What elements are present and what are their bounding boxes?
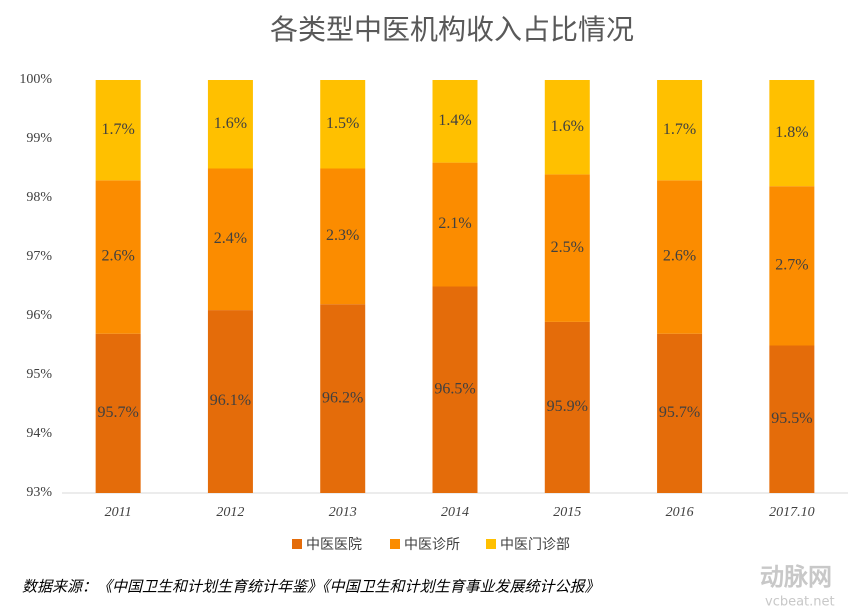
bar-segment bbox=[207, 310, 253, 493]
data-label: 1.7% bbox=[663, 121, 696, 138]
x-tick-label: 2012 bbox=[216, 505, 244, 520]
bar-segment bbox=[207, 168, 253, 311]
data-label: 1.8% bbox=[775, 124, 808, 141]
bar-segment bbox=[95, 80, 141, 181]
bar-segment bbox=[432, 162, 478, 287]
bar-segment bbox=[432, 80, 478, 163]
y-tick-label: 96% bbox=[26, 308, 52, 323]
data-label: 2.3% bbox=[326, 227, 359, 244]
data-label: 95.5% bbox=[771, 410, 812, 427]
y-tick-label: 99% bbox=[26, 131, 52, 146]
data-label: 1.6% bbox=[214, 115, 247, 132]
data-label: 2.6% bbox=[101, 248, 134, 265]
x-tick-label: 2015 bbox=[553, 505, 581, 520]
data-label: 2.6% bbox=[663, 248, 696, 265]
bar-segment bbox=[544, 80, 590, 175]
bar-segment bbox=[769, 345, 815, 493]
x-tick-label: 2011 bbox=[105, 505, 132, 520]
x-tick-label: 2013 bbox=[329, 505, 357, 520]
legend-label: 中医医院 bbox=[306, 537, 362, 553]
data-label: 95.9% bbox=[547, 398, 588, 415]
watermark-url: vcbeat.net bbox=[765, 595, 835, 610]
legend-swatch bbox=[292, 539, 302, 549]
bar-segment bbox=[769, 80, 815, 187]
data-label: 95.7% bbox=[97, 404, 138, 421]
y-tick-label: 94% bbox=[26, 426, 52, 441]
source: 数据来源：《中国卫生和计划生育统计年鉴》《中国卫生和计划生育事业发展统计公报》 bbox=[22, 578, 600, 596]
bar-segment bbox=[95, 333, 141, 493]
bar-segment bbox=[544, 321, 590, 493]
y-tick-label: 95% bbox=[26, 367, 52, 382]
x-tick-label: 2017.10 bbox=[769, 505, 815, 520]
bar-segment bbox=[544, 174, 590, 322]
chart-title: 各类型中医机构收入占比情况 bbox=[270, 13, 634, 46]
bar-segment bbox=[95, 180, 141, 334]
legend-label: 中医门诊部 bbox=[500, 537, 570, 553]
data-label: 96.2% bbox=[322, 389, 363, 406]
legend-label: 中医诊所 bbox=[404, 537, 460, 553]
y-tick-label: 93% bbox=[26, 485, 52, 500]
data-label: 1.5% bbox=[326, 115, 359, 132]
bar-segment bbox=[320, 80, 366, 169]
bar-segment bbox=[657, 180, 703, 334]
bar-segment bbox=[207, 80, 253, 169]
y-tick-label: 98% bbox=[26, 190, 52, 205]
y-tick-label: 97% bbox=[26, 249, 52, 264]
data-label: 2.1% bbox=[438, 215, 471, 232]
bar-segment bbox=[657, 333, 703, 493]
bar-segment bbox=[432, 286, 478, 493]
legend-swatch bbox=[390, 539, 400, 549]
data-label: 95.7% bbox=[659, 404, 700, 421]
data-label: 1.7% bbox=[101, 121, 134, 138]
watermark: 动脉网 bbox=[760, 563, 832, 591]
data-label: 2.4% bbox=[214, 230, 247, 247]
legend-swatch bbox=[486, 539, 496, 549]
data-label: 1.6% bbox=[551, 118, 584, 135]
data-label: 2.7% bbox=[775, 257, 808, 274]
bar-segment bbox=[769, 186, 815, 346]
x-tick-label: 2014 bbox=[441, 505, 469, 520]
x-tick-label: 2016 bbox=[666, 505, 694, 520]
data-label: 2.5% bbox=[551, 239, 584, 256]
bar-segment bbox=[657, 80, 703, 181]
data-label: 96.5% bbox=[434, 380, 475, 397]
data-label: 96.1% bbox=[210, 392, 251, 409]
data-label: 1.4% bbox=[438, 112, 471, 129]
y-tick-label: 100% bbox=[19, 72, 52, 87]
bar-segment bbox=[320, 304, 366, 493]
bar-segment bbox=[320, 168, 366, 305]
